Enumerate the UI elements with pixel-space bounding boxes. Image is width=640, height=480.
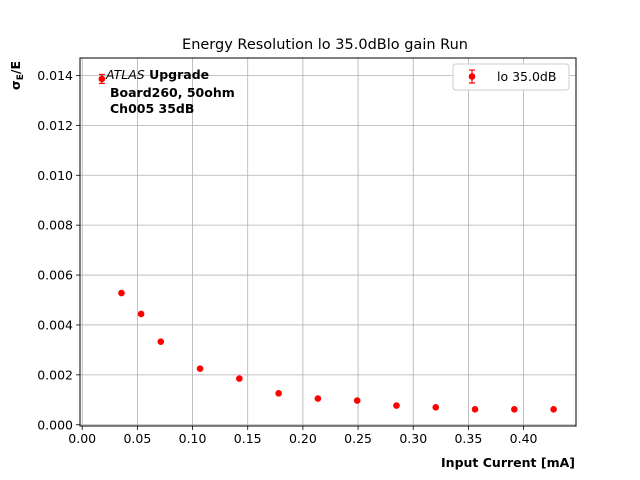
x-tick-label: 0.35 [454, 431, 482, 446]
legend-marker [468, 73, 476, 80]
data-point [236, 375, 243, 382]
x-tick-label: 0.15 [234, 431, 262, 446]
data-point [353, 397, 361, 404]
legend-box [452, 63, 570, 91]
legend-label: lo 35.0dB [497, 69, 556, 84]
data-point [393, 402, 400, 409]
y-tick-label: 0.010 [37, 168, 73, 183]
y-axis: 0.000 0.002 0.004 0.006 0.008 0.010 0.012 0.014 [37, 68, 80, 432]
y-tick-label: 0.006 [37, 268, 73, 283]
y-axis-label: σE/E [8, 61, 26, 90]
data-point [471, 405, 479, 413]
data-point-marker [157, 338, 165, 345]
data-point-marker [432, 403, 440, 411]
annotation-line3: Ch005 35dB [110, 101, 194, 116]
x-tick-label: 0.20 [289, 431, 317, 446]
data-point-marker [471, 405, 479, 413]
data-point-marker [98, 75, 106, 83]
x-tick-label: 0.00 [68, 431, 96, 446]
x-axis-label: Input Current [mA] [441, 455, 575, 470]
data-point [157, 338, 165, 345]
x-axis: 0.00 0.05 0.10 0.15 0.20 0.25 0.30 0.35 0.40 [68, 426, 538, 446]
data-point [550, 405, 557, 413]
data-point [511, 405, 518, 413]
x-tick-label: 0.10 [179, 431, 207, 446]
data-point [432, 403, 440, 411]
data-point-marker [275, 390, 282, 397]
y-tick-label: 0.008 [37, 218, 73, 233]
annotation-italic: ATLAS [105, 67, 145, 82]
plot-area [80, 58, 576, 426]
data-point-marker [550, 405, 557, 413]
annotation-bold: Upgrade [145, 67, 209, 82]
y-tick-label: 0.004 [37, 317, 73, 332]
legend: lo 35.0dB [452, 63, 570, 91]
data-point-marker [137, 310, 145, 318]
data-point-marker [314, 395, 322, 402]
data-point [137, 310, 145, 318]
y-tick-label: 0.012 [37, 118, 73, 133]
y-tick-label: 0.014 [37, 68, 73, 83]
data-point [98, 73, 106, 85]
x-tick-label: 0.05 [123, 431, 151, 446]
data-series [98, 73, 557, 413]
y-tick-label: 0.002 [37, 367, 73, 382]
data-point-marker [353, 397, 361, 404]
data-point [196, 365, 204, 372]
data-point-marker [196, 365, 204, 372]
data-point-marker [511, 405, 518, 413]
data-point [118, 289, 125, 297]
data-point-marker [118, 289, 125, 297]
annotation-line2: Board260, 50ohm [110, 85, 235, 100]
y-tick-label: 0.000 [37, 417, 73, 432]
x-tick-label: 0.25 [344, 431, 372, 446]
plot-frame [79, 57, 577, 427]
data-point [275, 390, 282, 397]
svg-text:ATLAS Upgrade: ATLAS Upgrade [105, 67, 209, 82]
chart-title: Energy Resolution lo 35.0dBlo gain Run [182, 37, 468, 53]
x-tick-label: 0.40 [510, 431, 538, 446]
data-point-marker [236, 375, 243, 382]
atlas-annotation: ATLAS Upgrade Board260, 50ohm Ch005 35dB [105, 67, 235, 116]
data-point [314, 395, 322, 402]
x-tick-label: 0.30 [399, 431, 427, 446]
data-point-marker [393, 402, 400, 409]
